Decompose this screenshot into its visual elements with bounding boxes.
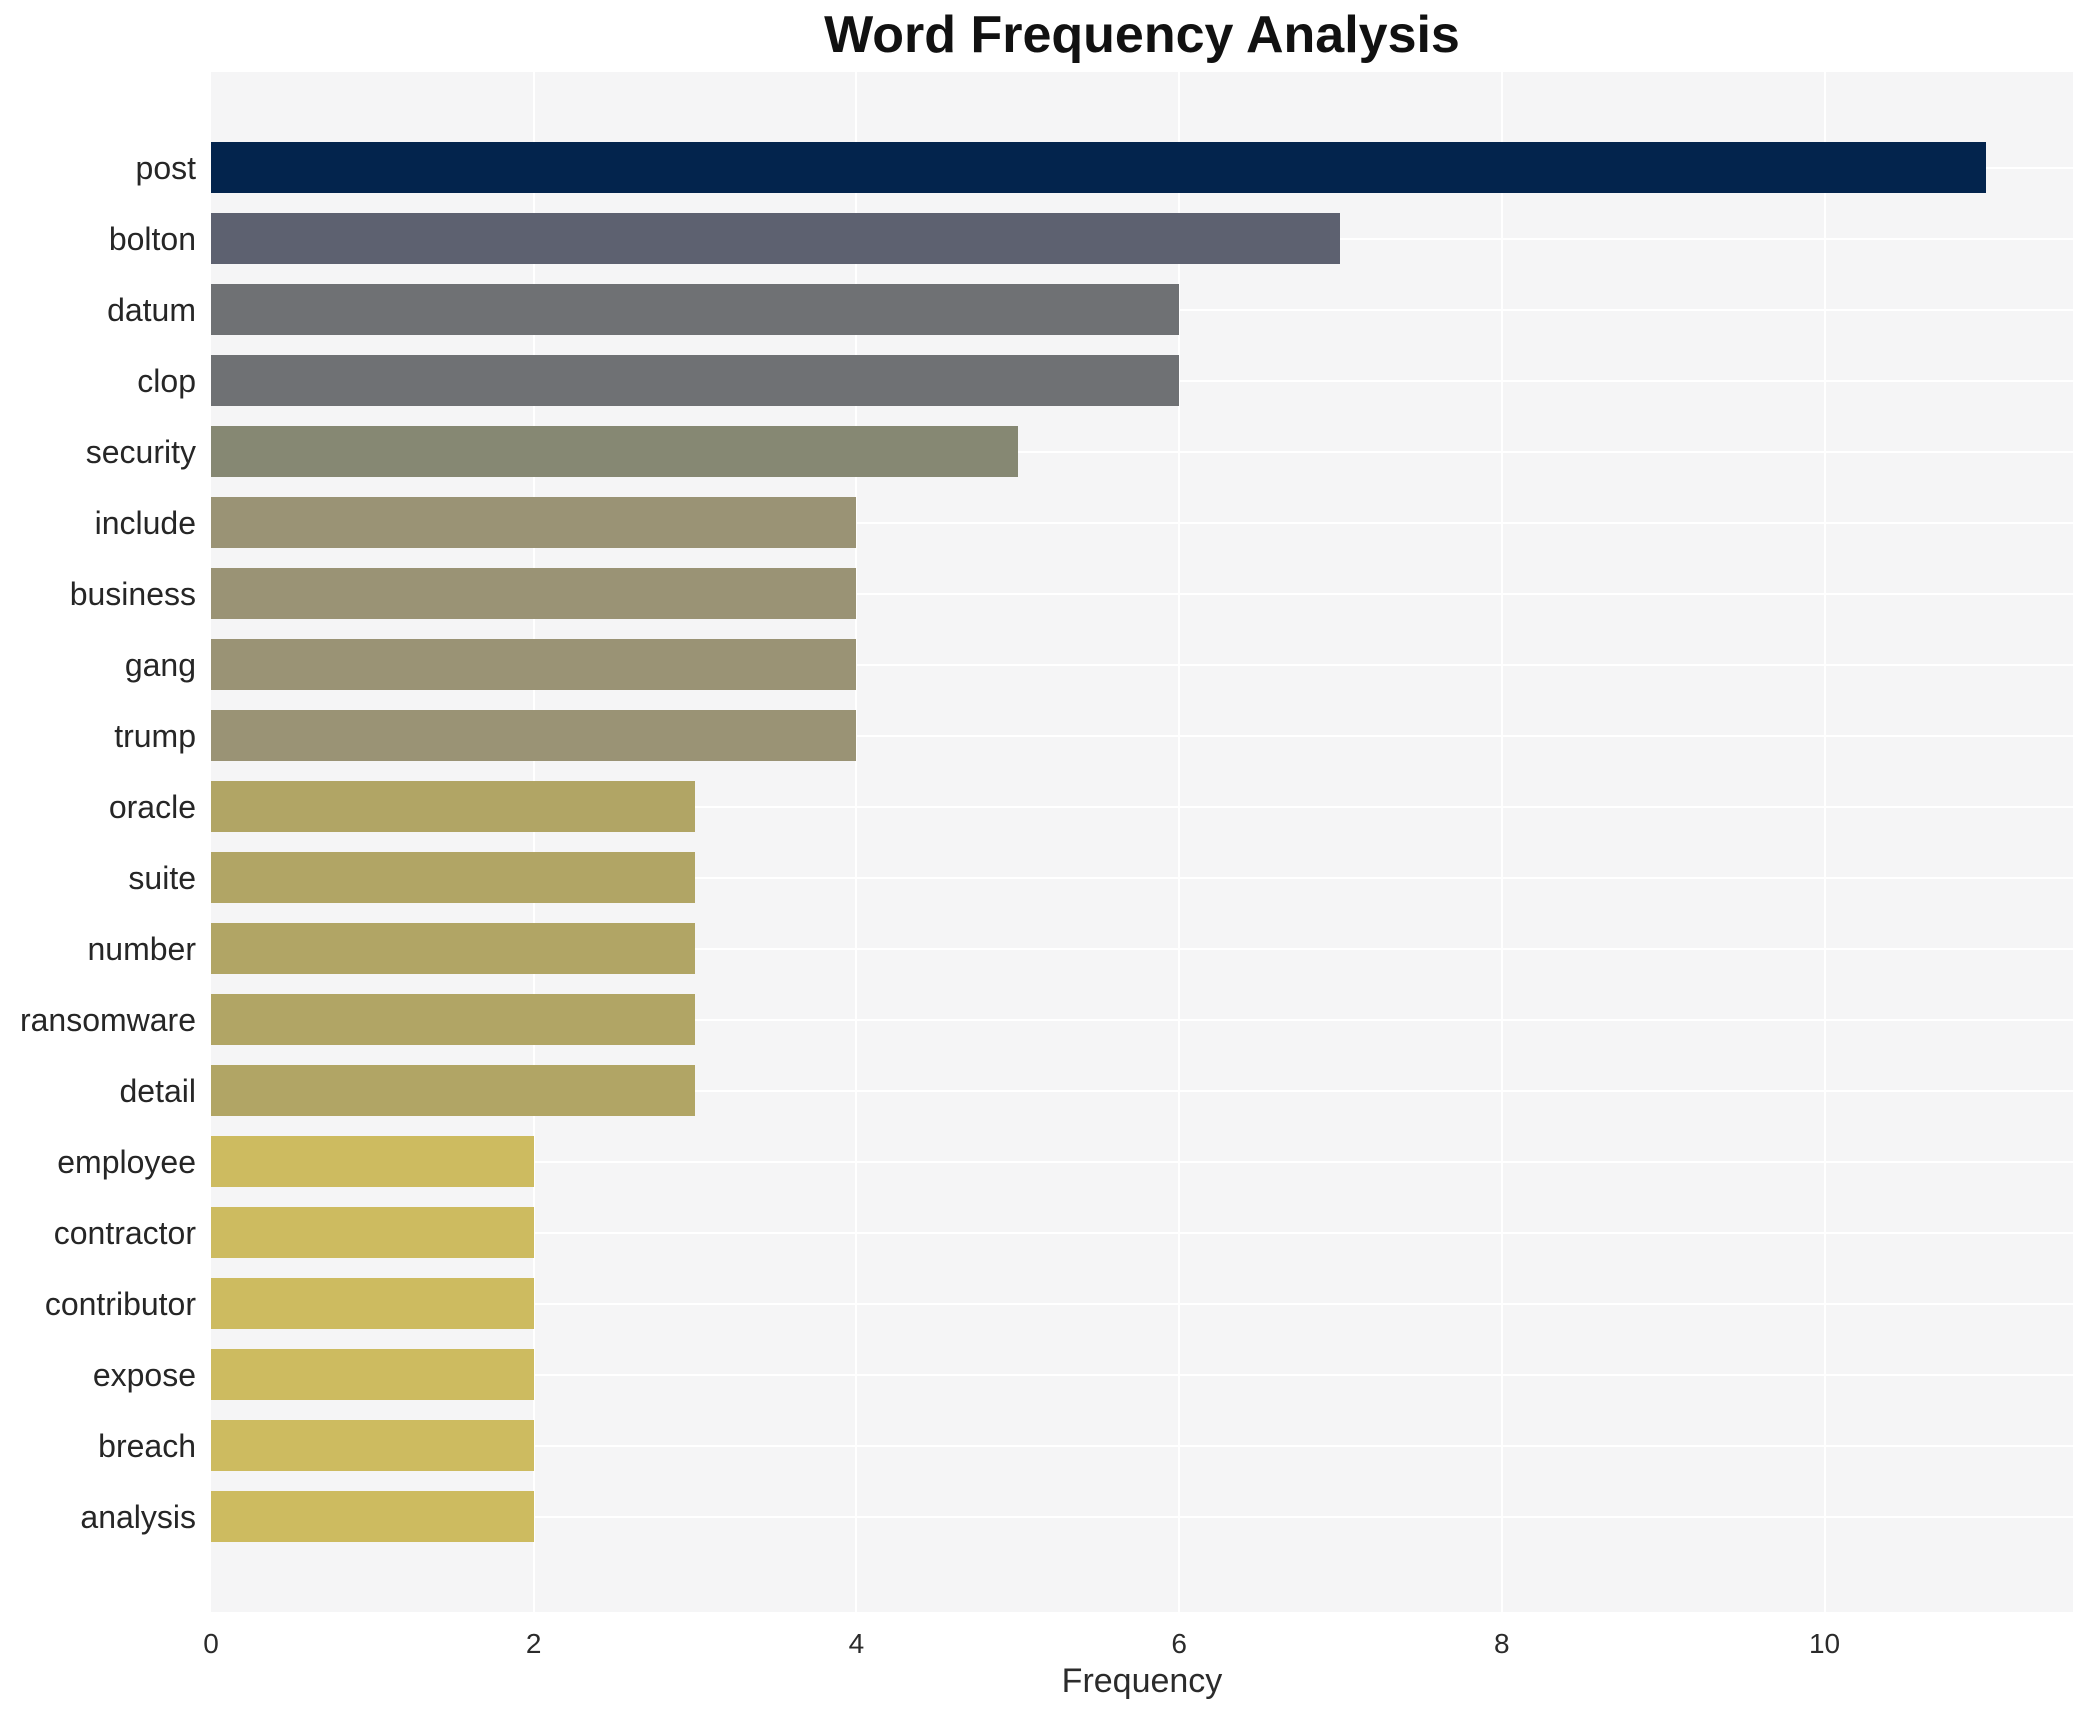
bar-gang (211, 639, 857, 690)
h-gridline (211, 805, 2073, 808)
h-gridline (211, 663, 2073, 666)
x-tick-label: 0 (203, 1628, 219, 1659)
bar-breach (211, 1420, 534, 1471)
bar-ransomware (211, 994, 696, 1045)
bar-security (211, 426, 1018, 477)
bar-expose (211, 1349, 534, 1400)
bar-datum (211, 284, 1180, 335)
v-gridline (855, 72, 858, 1612)
h-gridline (211, 1018, 2073, 1021)
y-tick-label: contributor (44, 1285, 196, 1322)
bar-business (211, 568, 857, 619)
v-gridline (1823, 72, 1826, 1612)
bar-clop (211, 355, 1180, 406)
h-gridline (211, 1515, 2073, 1518)
y-tick-label: bolton (108, 220, 196, 257)
bar-post (211, 142, 1986, 193)
y-tick-label: datum (107, 291, 196, 328)
x-tick-label: 2 (525, 1628, 542, 1659)
x-tick-label: 10 (1808, 1628, 1841, 1659)
bar-analysis (211, 1491, 534, 1542)
y-tick-label: analysis (80, 1498, 196, 1535)
h-gridline (211, 876, 2073, 879)
h-gridline (211, 1373, 2073, 1376)
h-gridline (211, 947, 2073, 950)
y-tick-label: breach (98, 1427, 196, 1464)
x-tick-label: 4 (848, 1628, 865, 1659)
bar-detail (211, 1065, 696, 1116)
y-tick-label: include (94, 504, 196, 541)
bar-suite (211, 852, 696, 903)
y-tick-label: contractor (53, 1214, 196, 1251)
h-gridline (211, 1089, 2073, 1092)
bar-oracle (211, 781, 696, 832)
h-gridline (211, 1160, 2073, 1163)
x-tick-label: 6 (1171, 1628, 1187, 1659)
y-tick-label: detail (119, 1072, 197, 1109)
bar-contractor (211, 1207, 534, 1258)
y-tick-label: ransomware (19, 1001, 196, 1038)
h-gridline (211, 1302, 2073, 1305)
h-gridline (211, 1444, 2073, 1447)
y-tick-label: oracle (108, 788, 196, 825)
y-tick-label: number (87, 930, 197, 967)
chart-title: Word Frequency Analysis (824, 6, 1460, 64)
y-tick-label: gang (124, 646, 196, 683)
y-tick-label: post (135, 149, 196, 186)
y-tick-label: clop (137, 362, 196, 399)
y-tick-label: employee (57, 1143, 196, 1180)
v-gridline (1178, 72, 1181, 1612)
x-tick-label: 8 (1494, 1628, 1510, 1659)
h-gridline (211, 521, 2073, 524)
y-tick-label: security (85, 433, 196, 470)
h-gridline (211, 1231, 2073, 1234)
bar-bolton (211, 213, 1341, 264)
y-tick-label: trump (114, 717, 196, 754)
bar-include (211, 497, 857, 548)
bar-employee (211, 1136, 534, 1187)
x-axis-label: Frequency (1061, 1662, 1223, 1700)
y-tick-label: suite (128, 859, 196, 896)
v-gridline (532, 72, 535, 1612)
h-gridline (211, 734, 2073, 737)
bar-number (211, 923, 696, 974)
y-tick-label: expose (92, 1356, 196, 1393)
plot-area (211, 72, 2073, 1612)
y-tick-label: business (69, 575, 196, 612)
h-gridline (211, 592, 2073, 595)
v-gridline (1500, 72, 1503, 1612)
bar-contributor (211, 1278, 534, 1329)
h-gridline (211, 450, 2073, 453)
bar-trump (211, 710, 857, 761)
